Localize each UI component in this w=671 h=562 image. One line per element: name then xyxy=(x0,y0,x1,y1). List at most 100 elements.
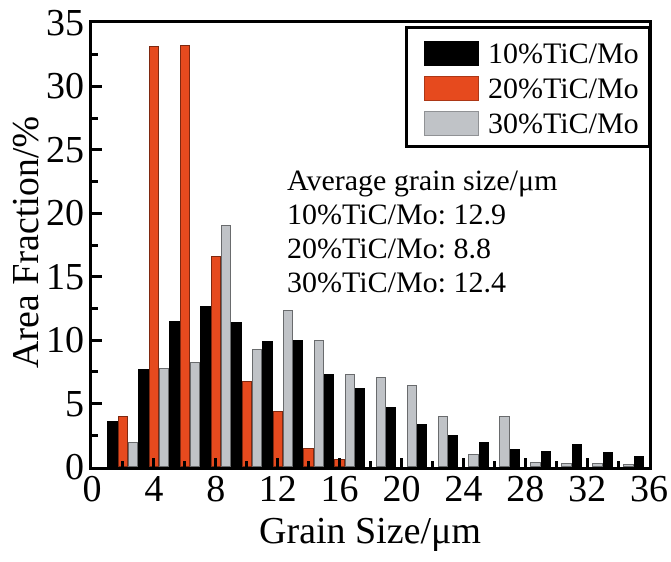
legend-swatch xyxy=(424,76,479,101)
y-tick-label: 0 xyxy=(65,446,84,488)
plot-area xyxy=(89,20,652,470)
bar-10TiCMo-34 xyxy=(602,451,613,467)
x-tick xyxy=(523,458,527,467)
y-tick xyxy=(92,338,102,342)
bar-10TiCMo-32 xyxy=(571,444,582,467)
annotation-line-10pct: 10%TiC/Mo: 12.9 xyxy=(287,198,506,231)
x-tick xyxy=(399,458,403,467)
x-tick xyxy=(338,458,342,467)
bar-30TiCMo-12 xyxy=(282,309,294,467)
bar-30TiCMo-30 xyxy=(561,463,572,467)
y-tick-label: 5 xyxy=(65,382,84,425)
legend-label: 20%TiC/Mo xyxy=(488,71,639,105)
y-tick-label: 15 xyxy=(46,255,84,298)
y-tick-label: 10 xyxy=(46,319,84,362)
bar-10TiCMo-8 xyxy=(200,305,211,467)
bar-20TiCMo-2 xyxy=(117,416,129,467)
bar-30TiCMo-28 xyxy=(530,461,541,467)
x-tick-label: 0 xyxy=(82,468,102,510)
bar-30TiCMo-26 xyxy=(499,416,510,467)
annotation-line-title: Average grain size/μm xyxy=(287,164,558,197)
x-tick xyxy=(554,461,558,467)
x-tick xyxy=(616,461,620,467)
x-tick-label: 4 xyxy=(144,468,164,510)
y-tick xyxy=(92,402,102,406)
legend-swatch xyxy=(424,41,479,66)
bar-10TiCMo-36 xyxy=(633,455,644,467)
x-tick xyxy=(492,461,496,467)
bar-30TiCMo-20 xyxy=(406,384,417,467)
x-tick-label: 36 xyxy=(630,468,668,510)
legend: 10%TiC/Mo 20%TiC/Mo 30%TiC/Mo xyxy=(405,26,651,148)
bar-20TiCMo-8 xyxy=(210,256,221,467)
bar-20TiCMo-12 xyxy=(272,411,283,467)
bar-10TiCMo-28 xyxy=(509,449,521,467)
x-tick-label: 24 xyxy=(444,468,483,510)
bar-30TiCMo-2 xyxy=(128,441,139,467)
x-tick-label: 28 xyxy=(506,468,545,510)
bar-30TiCMo-24 xyxy=(468,454,479,467)
x-tick-label: 8 xyxy=(206,468,226,510)
legend-item-10TiCMo: 10%TiC/Mo xyxy=(408,36,648,71)
x-tick-label: 32 xyxy=(568,468,607,510)
x-tick xyxy=(276,458,280,467)
bar-30TiCMo-18 xyxy=(375,376,386,467)
bar-30TiCMo-14 xyxy=(313,340,325,467)
bar-10TiCMo-14 xyxy=(293,340,304,467)
bar-10TiCMo-18 xyxy=(355,388,366,467)
legend-swatch xyxy=(424,111,479,136)
bar-30TiCMo-4 xyxy=(159,368,170,467)
bar-10TiCMo-2 xyxy=(107,421,118,467)
bar-10TiCMo-12 xyxy=(262,341,273,467)
bar-20TiCMo-6 xyxy=(179,44,190,467)
bar-20TiCMo-4 xyxy=(148,45,160,467)
annotation-line-30pct: 30%TiC/Mo: 12.4 xyxy=(287,266,506,299)
bar-10TiCMo-22 xyxy=(416,423,428,467)
bar-10TiCMo-30 xyxy=(540,450,551,467)
annotation-line-20pct: 20%TiC/Mo: 8.8 xyxy=(287,232,491,265)
x-axis-title: Grain Size/μm xyxy=(259,510,481,552)
bar-10TiCMo-26 xyxy=(478,441,490,467)
y-tick xyxy=(92,306,98,310)
bar-30TiCMo-16 xyxy=(344,374,356,467)
bar-30TiCMo-32 xyxy=(592,463,603,467)
annotation-block: Average grain size/μm 10%TiC/Mo: 12.9 20… xyxy=(287,164,557,300)
x-tick xyxy=(245,461,249,467)
y-tick xyxy=(92,243,98,247)
y-tick xyxy=(92,148,102,152)
bar-10TiCMo-4 xyxy=(138,369,149,467)
bar-30TiCMo-10 xyxy=(251,349,263,467)
x-tick xyxy=(307,461,311,467)
y-tick xyxy=(92,370,98,374)
x-tick-label: 20 xyxy=(382,468,421,510)
y-tick xyxy=(92,275,102,279)
legend-item-20TiCMo: 20%TiC/Mo xyxy=(408,71,648,106)
y-tick xyxy=(92,433,98,437)
legend-label: 30%TiC/Mo xyxy=(488,106,639,140)
y-tick-label: 20 xyxy=(46,192,84,235)
x-tick xyxy=(214,458,218,467)
bar-10TiCMo-10 xyxy=(231,322,242,467)
y-tick-label: 35 xyxy=(46,2,84,44)
legend-item-30TiCMo: 30%TiC/Mo xyxy=(408,106,648,141)
y-tick xyxy=(92,116,98,120)
x-tick xyxy=(461,458,465,467)
x-tick-label: 16 xyxy=(320,468,359,510)
legend-label: 10%TiC/Mo xyxy=(488,36,639,70)
bar-10TiCMo-20 xyxy=(385,407,397,467)
y-tick xyxy=(92,84,102,88)
x-tick xyxy=(183,461,187,467)
bar-30TiCMo-22 xyxy=(437,416,448,467)
y-tick-label: 30 xyxy=(46,65,84,108)
y-tick xyxy=(92,180,98,184)
bar-20TiCMo-14 xyxy=(303,447,314,467)
bar-10TiCMo-24 xyxy=(447,435,459,467)
bar-30TiCMo-8 xyxy=(220,224,232,467)
bar-20TiCMo-10 xyxy=(241,380,252,467)
x-tick xyxy=(369,461,372,467)
y-tick-label: 25 xyxy=(46,128,84,171)
y-tick xyxy=(92,53,98,57)
bar-10TiCMo-6 xyxy=(169,321,180,467)
x-tick xyxy=(152,458,156,467)
